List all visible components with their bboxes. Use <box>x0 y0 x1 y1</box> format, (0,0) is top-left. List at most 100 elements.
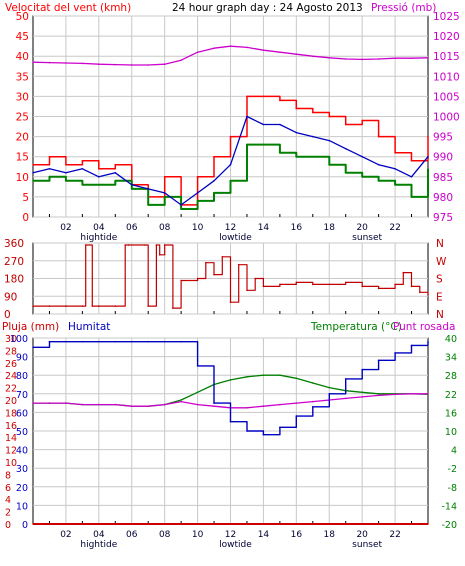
wind-hour-tick: 10 <box>192 223 204 233</box>
humidity-line-point <box>131 340 133 343</box>
pressure-y-tick: 1020 <box>433 31 460 43</box>
wind-lowtide-label: lowtide <box>219 233 252 243</box>
direction-line-point <box>65 305 67 307</box>
wind-low-line-point <box>213 192 215 194</box>
pressure-line-point <box>246 46 248 49</box>
direction-line-point <box>237 263 240 266</box>
dewpoint-line-point <box>81 403 84 406</box>
pressure-line-point <box>427 57 429 59</box>
wind-gust-line-point <box>229 135 232 138</box>
pressure-y-tick: 985 <box>433 172 453 184</box>
wind-avg-line-point <box>48 168 51 170</box>
pressure-line-point <box>114 63 117 66</box>
humidity-line-point <box>377 359 380 362</box>
direction-line-point <box>114 305 117 307</box>
wind-low-line-point <box>131 188 133 190</box>
direction-line-point <box>180 279 182 282</box>
dir-compass-tick: N <box>436 309 444 321</box>
direction-line-point <box>246 289 248 292</box>
wind-gust-line-point <box>295 107 298 110</box>
pressure-line-point <box>377 58 380 60</box>
wind-low-line-point <box>312 155 314 158</box>
humidity-line-point <box>114 340 117 343</box>
humidity-y-tick: 60 <box>16 408 28 419</box>
humidity-label: Humitat <box>68 321 110 333</box>
dewpoint-line-point <box>114 403 117 406</box>
rain-y-tick: 26 <box>5 359 17 370</box>
dewpoint-line-point <box>427 393 429 395</box>
wind-avg-line-point <box>279 123 281 126</box>
direction-line-point <box>172 307 174 309</box>
direction-line-point <box>254 277 256 280</box>
humidity-line-point <box>163 340 166 343</box>
rain-y-tick: 0 <box>5 520 11 531</box>
pressure-line-point <box>344 58 347 60</box>
direction-line-point <box>295 281 298 284</box>
dir-y-tick: 270 <box>4 256 24 268</box>
pressure-y-tick: 980 <box>433 192 453 204</box>
wind-gust-line-point <box>328 115 331 118</box>
wind-avg-line-point <box>410 176 413 178</box>
direction-line-point <box>48 305 51 307</box>
wind-avg-line-point <box>32 172 34 174</box>
wind-avg-line-point <box>98 176 100 178</box>
humidity-line-point <box>262 433 265 436</box>
pressure-line-point <box>65 62 67 64</box>
wind-avg-line-point <box>229 163 232 166</box>
humidity-y-tick: 10 <box>16 501 28 512</box>
wind-low-line-point <box>328 163 331 166</box>
wind-avg-line-point <box>246 115 248 118</box>
wind-y-tick: 40 <box>16 51 29 63</box>
direction-line-point <box>91 305 94 307</box>
wind-gust-line-point <box>81 159 84 162</box>
temperature-line-point <box>229 379 232 381</box>
wind-y-tick: 50 <box>16 11 29 23</box>
pressure-line-point <box>328 57 331 59</box>
temperature-y-tick: 22 <box>445 390 457 401</box>
humidity-line-point <box>81 340 84 343</box>
humidity-line-point <box>246 430 248 432</box>
pressure-line-point <box>312 55 314 57</box>
wind-low-line-point <box>377 180 380 182</box>
wind-avg-line-point <box>163 192 166 194</box>
temperature-y-tick: -8 <box>448 483 457 494</box>
wind-low-line-point <box>65 180 67 182</box>
humidity-y-tick: 80 <box>16 371 28 382</box>
dewpoint-line-point <box>98 403 100 406</box>
dewpoint-label: Punt rosada <box>393 321 455 333</box>
humidity-y-tick: 70 <box>16 390 28 401</box>
temperature-y-tick: -14 <box>441 501 457 512</box>
humidity-line-point <box>394 352 396 354</box>
pressure-y-tick: 990 <box>433 152 453 164</box>
wind-gust-line-point <box>427 135 429 138</box>
humidity-y-tick: 30 <box>16 464 28 475</box>
dir-compass-tick: W <box>436 256 447 268</box>
wind-gust-line-point <box>394 151 396 154</box>
humidity-y-tick: 50 <box>16 427 28 438</box>
direction-line-point <box>377 287 380 290</box>
pressure-line-point <box>213 47 215 49</box>
wind-avg-line-point <box>427 155 429 158</box>
humidity-line-point <box>213 402 215 404</box>
temperature-y-tick: -20 <box>441 520 457 531</box>
dir-y-tick: 360 <box>4 238 24 250</box>
dewpoint-line-point <box>180 400 182 403</box>
dewpoint-line-point <box>410 393 413 395</box>
dewpoint-line-point <box>196 403 199 406</box>
wind-hour-tick: 14 <box>258 223 270 233</box>
hum-hour-tick: 04 <box>93 530 105 540</box>
temperature-y-tick: 28 <box>445 371 457 382</box>
temperature-y-tick: 34 <box>445 353 457 364</box>
humidity-line-point <box>32 346 34 349</box>
hum-hour-tick: 12 <box>225 530 236 540</box>
rain-line-point <box>427 523 429 525</box>
hum-hour-tick: 06 <box>126 530 138 540</box>
humidity-y-tick: 90 <box>16 353 28 364</box>
rain-y-tick: 22 <box>5 384 17 395</box>
humidity-y-tick: 100 <box>10 334 28 345</box>
direction-line-point <box>32 305 34 307</box>
pressure-y-tick: 1005 <box>433 91 460 103</box>
wind-low-line-point <box>163 196 166 198</box>
dewpoint-line-point <box>295 402 298 404</box>
